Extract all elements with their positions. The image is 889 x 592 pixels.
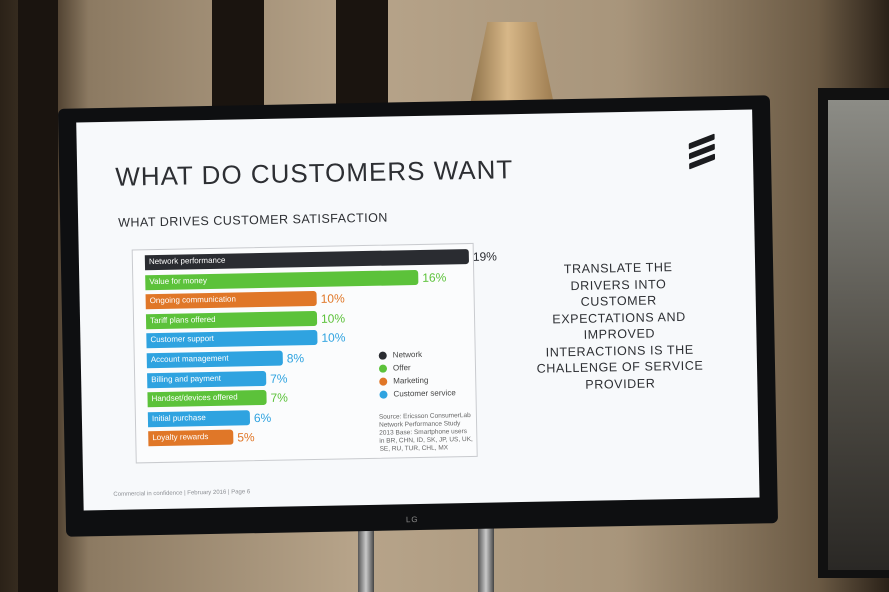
bar-value-label: 8% xyxy=(286,351,305,366)
bar: Value for money xyxy=(145,269,419,290)
legend-label: Network xyxy=(392,349,423,360)
bar-value-label: 16% xyxy=(422,270,447,285)
bar-value-label: 7% xyxy=(270,390,289,406)
picture-tower-photo xyxy=(828,100,889,570)
bar-value-label: 10% xyxy=(320,311,346,326)
bar-category-label: Account management xyxy=(150,353,229,365)
bar: Ongoing communication xyxy=(145,291,317,310)
bar: Handset/devices offered xyxy=(147,390,267,408)
slide-title: WHAT DO CUSTOMERS WANT xyxy=(114,154,514,192)
chart-legend: Network Offer Marketing Customer service xyxy=(378,347,456,400)
bars-container: Network performance 19% Value for money 16%… xyxy=(133,244,497,447)
bar: Network performance xyxy=(144,249,470,271)
bar-value-label: 10% xyxy=(321,330,346,346)
bar-category-label: Network performance xyxy=(148,255,226,267)
satisfaction-bar-chart: Network performance 19% Value for money 16%… xyxy=(131,242,497,464)
bar-category-label: Value for money xyxy=(149,275,208,286)
slide-subtitle: WHAT DRIVES CUSTOMER SATISFACTION xyxy=(118,210,389,230)
bar-category-label: Tariff plans offered xyxy=(149,314,216,325)
bar: Account management xyxy=(146,350,283,369)
bar-category-label: Loyalty rewards xyxy=(152,432,209,443)
bar-category-label: Customer support xyxy=(150,334,215,345)
bar: Loyalty rewards xyxy=(148,429,234,447)
legend-dot-offer xyxy=(378,364,388,373)
bar-value-label: 5% xyxy=(237,430,255,445)
bar-category-label: Initial purchase xyxy=(151,412,206,423)
tv-brand-logo: LG xyxy=(405,515,419,525)
presentation-slide: WHAT DO CUSTOMERS WANT WHAT DRIVES CUSTO… xyxy=(76,109,760,511)
window-frame-left xyxy=(18,0,58,592)
legend-label: Offer xyxy=(392,363,411,373)
tv-monitor: WHAT DO CUSTOMERS WANT WHAT DRIVES CUSTO… xyxy=(57,95,779,537)
slide-takeaway: TRANSLATE THE DRIVERS INTO CUSTOMER EXPE… xyxy=(536,260,704,392)
bar-value-label: 6% xyxy=(253,410,272,425)
bar: Initial purchase xyxy=(147,410,251,427)
legend-dot-network xyxy=(378,351,387,360)
window-frame-right xyxy=(336,0,388,120)
slide-footer: Commercial in confidence | February 2016… xyxy=(113,489,251,498)
legend-label: Customer service xyxy=(393,388,456,399)
tv-stand-right xyxy=(478,520,494,592)
tv-stand-left xyxy=(358,520,374,592)
bar: Customer support xyxy=(146,330,318,349)
chart-source-note: Source: Ericsson ConsumerLab Network Per… xyxy=(378,412,473,453)
bar-value-label: 7% xyxy=(270,371,288,386)
bar-value-label: 19% xyxy=(472,249,498,264)
bar: Tariff plans offered xyxy=(145,310,318,330)
bar-category-label: Handset/devices offered xyxy=(151,392,238,404)
legend-label: Marketing xyxy=(393,375,429,386)
bar-category-label: Ongoing communication xyxy=(149,294,237,306)
bar: Billing and payment xyxy=(147,370,267,388)
legend-item-customer-service: Customer service xyxy=(379,386,456,400)
legend-dot-marketing xyxy=(379,377,388,386)
bar-value-label: 10% xyxy=(320,291,345,307)
ericsson-logo-icon xyxy=(688,133,716,170)
legend-dot-customer-service xyxy=(379,390,388,399)
bar-category-label: Billing and payment xyxy=(151,373,222,384)
